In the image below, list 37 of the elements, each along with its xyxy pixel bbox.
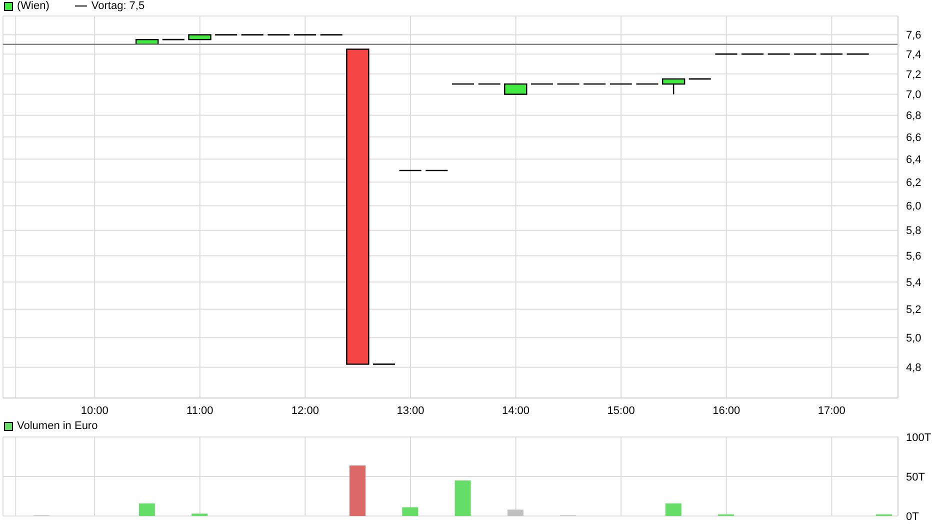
y-tick-label: 7,6 — [906, 30, 922, 42]
y-tick-label: 6,0 — [906, 200, 922, 213]
y-tick-label: 5,4 — [906, 276, 922, 289]
y-tick-label: 7,0 — [906, 89, 922, 102]
x-tick-label: 13:00 — [396, 404, 424, 417]
x-tick-label: 10:00 — [80, 404, 108, 417]
bar — [402, 507, 418, 516]
x-tick-label: 14:00 — [502, 404, 530, 417]
x-tick-label: 11:00 — [186, 404, 214, 417]
y-tick-label: 7,2 — [906, 68, 922, 81]
y-tick-label: 50T — [906, 471, 926, 484]
x-tick-label: 17:00 — [818, 404, 846, 417]
y-tick-label: 6,8 — [906, 110, 922, 122]
bar — [138, 503, 155, 516]
y-tick-label: 5,6 — [906, 250, 922, 263]
y-tick-label: 6,4 — [906, 154, 922, 166]
y-tick-label: 4,8 — [906, 362, 922, 374]
x-tick-label: 15:00 — [607, 404, 635, 417]
legend-label: Volumen in Euro — [17, 420, 98, 432]
y-tick-label: 5,0 — [906, 332, 922, 345]
bar — [507, 510, 524, 516]
x-tick-label: 16:00 — [712, 404, 740, 417]
legend-label: (Wien) — [17, 0, 50, 12]
y-tick-label: 5,2 — [906, 304, 922, 316]
bar — [350, 465, 366, 516]
legend-label: Vortag: 7,5 — [91, 0, 145, 12]
bar — [665, 503, 682, 516]
y-tick-label: 100T — [906, 432, 932, 444]
x-tick-label: 12:00 — [291, 404, 319, 417]
candlestick — [504, 83, 528, 95]
bar — [454, 480, 471, 516]
candlestick — [662, 78, 686, 95]
y-tick-label: 0T — [906, 510, 920, 523]
y-tick-label: 7,4 — [906, 48, 922, 61]
y-tick-label: 6,6 — [906, 132, 922, 144]
y-tick-label: 5,8 — [906, 225, 922, 238]
y-tick-label: 6,2 — [906, 176, 922, 189]
